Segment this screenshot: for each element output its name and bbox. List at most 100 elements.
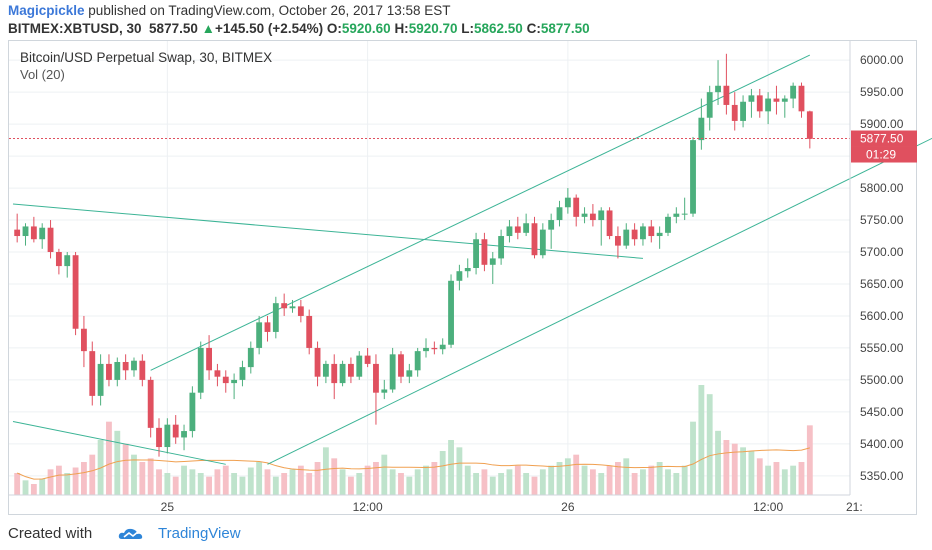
y-tick-label: 6000.00 <box>860 53 904 67</box>
candle-body <box>306 315 313 348</box>
author-link[interactable]: Magicpickle <box>8 3 85 18</box>
volume-bar <box>348 476 354 495</box>
y-tick-label: 5750.00 <box>860 213 904 227</box>
candle-body <box>381 389 388 393</box>
y-tick-label: 5650.00 <box>860 277 904 291</box>
volume-bar <box>564 458 571 495</box>
candle-body <box>781 98 788 102</box>
candle-body <box>47 227 54 253</box>
candle-body <box>665 216 671 233</box>
volume-legend: Vol (20) <box>20 67 65 82</box>
candle-body <box>414 351 421 371</box>
volume-bar <box>122 443 129 495</box>
volume-bar <box>589 469 596 495</box>
candle-body <box>656 232 663 237</box>
candle-body <box>97 363 104 396</box>
volume-bar <box>506 469 513 495</box>
tradingview-cloud-icon <box>118 528 143 539</box>
volume-bar <box>681 465 688 495</box>
volume-bar <box>264 469 271 495</box>
volume-bar <box>790 465 797 495</box>
y-tick-label: 5700.00 <box>860 245 904 259</box>
volume-bar <box>573 454 580 495</box>
candle-body <box>765 98 772 112</box>
volume-bar <box>381 454 388 495</box>
volume-bar <box>623 458 630 495</box>
candle-body <box>731 104 738 121</box>
candle-body <box>640 226 646 240</box>
volume-bar <box>181 465 187 495</box>
low-label: L: <box>461 21 475 36</box>
volume-bar <box>206 476 212 495</box>
candle-body <box>773 98 780 102</box>
volume-bar <box>656 462 663 495</box>
candle-body <box>723 85 730 105</box>
candle-body <box>139 360 146 380</box>
volume-bar <box>281 473 288 495</box>
footer: Created with TradingView <box>0 516 932 550</box>
candle-body <box>798 85 805 112</box>
candlestick-chart[interactable]: 6000.005950.005900.005850.005800.005750.… <box>0 0 932 516</box>
volume-bar <box>172 476 179 495</box>
change-value: +145.50 (+2.54%) <box>215 21 324 36</box>
tradingview-brand[interactable]: TradingView <box>158 525 241 542</box>
volume-bar <box>314 462 321 495</box>
volume-bar <box>114 430 121 495</box>
candle-body <box>589 213 596 221</box>
created-with-label: Created with <box>8 525 93 542</box>
candle-body <box>439 344 446 350</box>
volume-bar <box>781 469 788 495</box>
volume-bar <box>489 476 496 495</box>
volume-bar <box>147 458 154 495</box>
open-value: 5920.60 <box>341 21 391 36</box>
high-label: H: <box>394 21 409 36</box>
candle-body <box>481 239 488 265</box>
candle-body <box>615 236 621 246</box>
candle-body <box>806 111 813 139</box>
candle-body <box>464 268 471 272</box>
volume-bar <box>256 462 263 495</box>
candle-body <box>181 431 187 438</box>
volume-bar <box>306 473 313 495</box>
volume-bar <box>272 476 279 495</box>
volume-bar <box>756 458 763 495</box>
volume-bar <box>498 473 505 495</box>
candle-body <box>539 229 546 256</box>
volume-bar <box>640 469 646 495</box>
candle-body <box>673 213 680 217</box>
candle-body <box>406 370 413 377</box>
candle-body <box>281 303 288 309</box>
volume-bar <box>464 465 471 495</box>
x-tick-label: 21: <box>846 500 863 514</box>
y-tick-label: 5600.00 <box>860 309 904 323</box>
candle-body <box>89 351 96 396</box>
y-tick-label: 5350.00 <box>860 469 904 483</box>
candle-body <box>489 258 496 265</box>
x-tick-label: 12:00 <box>353 500 383 514</box>
candle-body <box>740 101 746 121</box>
candle-body <box>247 347 254 368</box>
candle-body <box>256 322 263 348</box>
candle-body <box>573 197 580 217</box>
open-label: O: <box>326 21 342 36</box>
volume-bar <box>373 462 379 495</box>
candle-body <box>64 255 71 267</box>
y-tick-label: 5500.00 <box>860 373 904 387</box>
candle-body <box>106 363 112 380</box>
candle-body <box>55 252 62 267</box>
series-legend-title: Bitcoin/USD Perpetual Swap, 30, BITMEX <box>20 50 273 65</box>
candle-body <box>231 379 238 384</box>
volume-bar <box>615 462 621 495</box>
volume-bar <box>356 473 363 495</box>
x-tick-label: 12:00 <box>753 500 783 514</box>
candle-body <box>531 223 538 256</box>
y-tick-label: 5550.00 <box>860 341 904 355</box>
candle-body <box>81 328 87 352</box>
candle-body <box>389 354 396 390</box>
high-value: 5920.70 <box>408 21 458 36</box>
candle-body <box>364 355 371 364</box>
candle-body <box>748 95 755 102</box>
volume-bar <box>231 473 238 495</box>
y-tick-label: 5450.00 <box>860 405 904 419</box>
volume-bar <box>731 443 738 495</box>
